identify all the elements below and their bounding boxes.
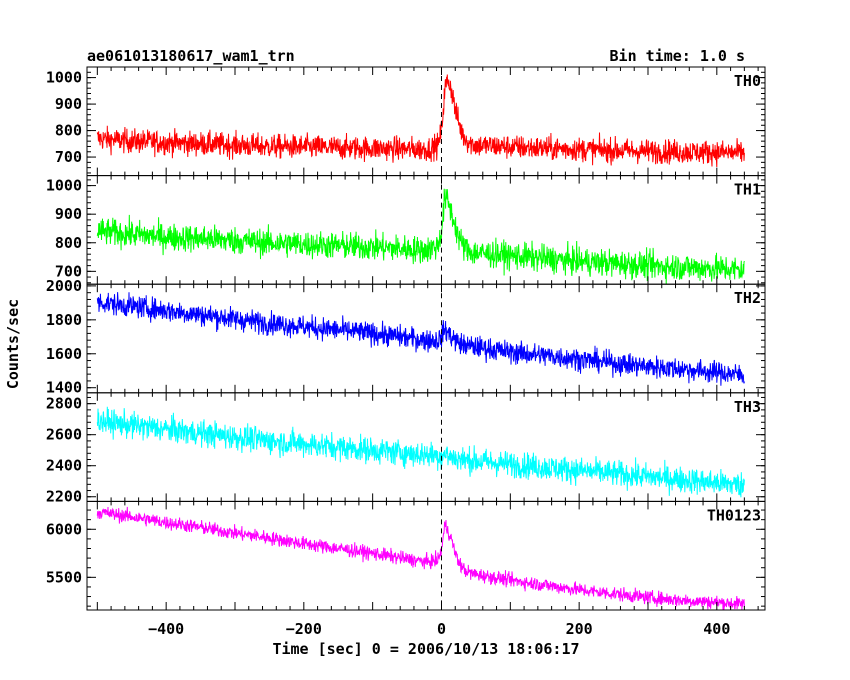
y-tick-label: 1000 (46, 177, 82, 195)
chart-title: ae061013180617_wam1_trn (87, 47, 295, 65)
panel-label-th0123: TH0123 (707, 506, 761, 524)
y-tick-label: 2200 (46, 488, 82, 506)
x-tick-label: −400 (148, 620, 184, 638)
x-axis-label: Time [sec] 0 = 2006/10/13 18:06:17 (272, 640, 579, 658)
panel-th1: 700 800 900 1000 TH1 (46, 175, 766, 285)
panel-th0123: 5500 6000 TH0123 (46, 500, 766, 611)
bin-time-label: Bin time: 1.0 s (610, 47, 745, 65)
x-tick-label: 200 (566, 620, 593, 638)
y-tick-label: 900 (55, 95, 82, 113)
panel-label-th2: TH2 (734, 289, 761, 307)
y-tick-label: 6000 (46, 520, 82, 538)
panel-th0: 700 800 900 1000 TH0 (46, 66, 766, 177)
y-tick-label: 1600 (46, 345, 82, 363)
panel-label-th1: TH1 (734, 181, 761, 199)
series-line-th3 (96, 406, 745, 498)
series-line-th0123 (96, 506, 745, 611)
panel-frame (86, 392, 766, 502)
y-tick-label: 800 (55, 234, 82, 252)
y-tick-label: 2000 (46, 277, 82, 295)
y-tick-label: 900 (55, 205, 82, 223)
y-axis-label: Counts/sec (4, 299, 22, 389)
y-tick-label: 5500 (46, 568, 82, 586)
panel-th2: 1400 1600 1800 2000 TH2 (46, 277, 766, 397)
y-tick-label: 700 (55, 148, 82, 166)
y-tick-label: 2800 (46, 395, 82, 413)
panel-label-th3: TH3 (734, 398, 761, 416)
y-tick-label: 1400 (46, 379, 82, 397)
panel-label-th0: TH0 (734, 72, 761, 90)
series-line-th1 (96, 188, 745, 285)
y-tick-label: 1000 (46, 69, 82, 87)
y-tick-label: 1800 (46, 311, 82, 329)
y-tick-label: 700 (55, 262, 82, 280)
y-tick-label: 2600 (46, 426, 82, 444)
x-tick-label: −200 (286, 620, 322, 638)
y-tick-label: 2400 (46, 457, 82, 475)
x-tick-label: 400 (703, 620, 730, 638)
panel-frame (86, 500, 766, 611)
series-line-th0 (96, 74, 745, 168)
series-line-th2 (96, 292, 745, 386)
panel-th3: 2200 2400 2600 2800 TH3 (46, 392, 766, 506)
x-tick-label: 0 (437, 620, 446, 638)
panel-stack: 700 800 900 1000 TH0 700 800 900 1000 TH1 1400 1600… (46, 66, 766, 638)
y-tick-label: 800 (55, 122, 82, 140)
